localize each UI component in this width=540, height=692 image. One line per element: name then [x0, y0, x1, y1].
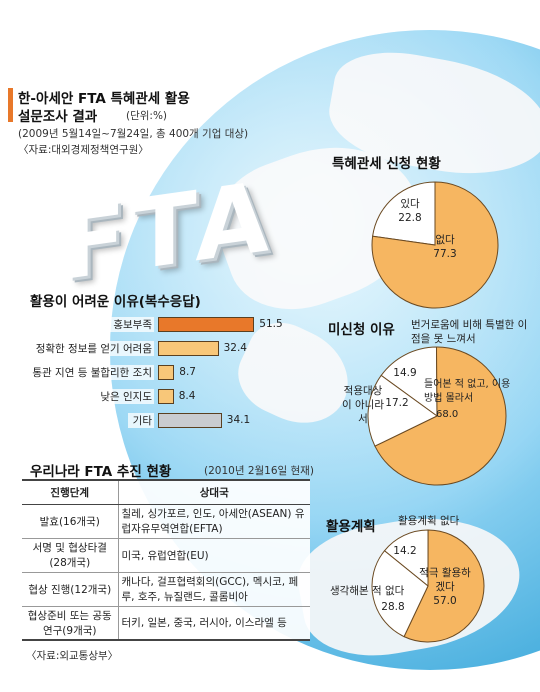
pie2-note-bother-text: 번거로움에 비해 특별한 이점을 못 느껴서 — [411, 319, 528, 345]
bar-category-label: 낮은 인지도 — [100, 391, 152, 403]
pie3-label-noplan: 활용계획 없다 — [398, 515, 460, 527]
survey-period: (2009년 5월14일~7월24일, 총 400개 기업 대상) — [18, 128, 249, 140]
pie3-value-noplan: 14.2 — [393, 545, 417, 557]
pie2-title: 미신청 이유 — [328, 322, 395, 338]
bar — [158, 317, 255, 332]
pie-slice — [403, 529, 485, 643]
pie3-label-notconsidered: 생각해본 적 없다 — [330, 585, 405, 597]
pie-slice — [383, 529, 429, 588]
bar — [158, 413, 222, 428]
table-cell-stage: 협상 진행(12개국) — [22, 572, 119, 607]
pie3-label-active: 적극 활용하겠다 57.0 — [416, 566, 474, 608]
bar — [158, 389, 174, 404]
table-cell-stage: 서명 및 협상타결 (28개국) — [22, 538, 119, 573]
table-cell-partners: 터키, 일본, 중국, 러시아, 이스라엘 등 — [118, 606, 310, 641]
pie1-yes-value: 22.8 — [398, 212, 422, 224]
bar-value-label: 8.4 — [178, 390, 196, 402]
page-title-line2: 설문조사 결과 — [18, 109, 98, 125]
pie2-label-notapplicable: 적용대상이 아니라서 — [340, 384, 386, 426]
pie1-title: 특혜관세 신청 현황 — [332, 156, 441, 172]
table-header-stage: 진행단계 — [22, 479, 119, 505]
bar-category-bg — [86, 389, 154, 404]
pie2-label-notapplicable-text: 적용대상이 아니라서 — [342, 385, 384, 425]
bar-value-label: 51.5 — [259, 318, 283, 330]
pie2-label-unknown-text: 들어본 적 없고, 이용방법 몰라서 — [424, 379, 511, 404]
pie3-chart — [371, 529, 485, 643]
table-cell-partners: 캐나다, 걸프협력회의(GCC), 멕시코, 페루, 호주, 뉴질랜드, 콜롬비… — [118, 572, 310, 607]
table-cell-partners: 미국, 유럽연합(EU) — [118, 538, 310, 573]
table-header-partners: 상대국 — [118, 479, 310, 505]
bar-category-label: 기타 — [132, 415, 152, 427]
pie-slice — [371, 550, 429, 638]
pie-slice — [367, 374, 438, 447]
table-row: 협상준비 또는 공동연구(9개국) 터키, 일본, 중국, 러시아, 이스라엘 … — [22, 606, 310, 641]
bar-category-bg — [127, 413, 154, 428]
pie1-no-value: 77.3 — [433, 248, 457, 260]
table-row: 발효(16개국) 칠레, 싱가포르, 인도, 아세안(ASEAN) 유럽자유무역… — [22, 504, 310, 539]
header-source: 〈자료:대외경제정책연구원〉 — [18, 144, 149, 156]
pie2-note-bother: 번거로움에 비해 특별한 이점을 못 느껴서 — [411, 318, 536, 346]
table-source: 〈자료:외교통상부〉 — [26, 650, 119, 662]
bar-category-label: 통관 지연 등 불합리한 조치 — [32, 367, 152, 379]
bar-value-label: 34.1 — [226, 414, 251, 426]
pie3-title: 활용계획 — [326, 519, 376, 535]
bar-category-bg — [5, 341, 154, 356]
bar-value-label: 32.4 — [223, 342, 247, 354]
pie2-value-bother: 14.9 — [393, 367, 417, 379]
title-accent-bar — [8, 88, 13, 122]
bar-value-label: 8.7 — [179, 366, 196, 378]
table-row: 서명 및 협상타결 (28개국) 미국, 유럽연합(EU) — [22, 538, 310, 573]
table-cell-stage: 협상준비 또는 공동연구(9개국) — [22, 606, 119, 641]
pie1-no-text: 없다 — [435, 234, 455, 246]
table-row: 협상 진행(12개국) 캐나다, 걸프협력회의(GCC), 멕시코, 페루, 호… — [22, 572, 310, 607]
table-cell-partners: 칠레, 싱가포르, 인도, 아세안(ASEAN) 유럽자유무역연합(EFTA) — [118, 504, 310, 539]
fta-status-title: 우리나라 FTA 추진 현황 — [30, 464, 172, 480]
pie1-label-yes: 있다 22.8 — [390, 197, 430, 225]
pie-slice — [380, 346, 438, 417]
pie3-label-active-text: 적극 활용하겠다 — [419, 567, 471, 593]
pie3-value-notconsidered: 28.8 — [381, 601, 405, 613]
pie1-yes-text: 있다 — [400, 198, 420, 210]
fta-status-table: 진행단계 상대국 발효(16개국) 칠레, 싱가포르, 인도, 아세안(ASEA… — [22, 479, 310, 641]
pie2-value-unknown: 68.0 — [436, 409, 459, 420]
pie-slice — [372, 181, 436, 246]
bar-chart-title: 활용이 어려운 이유(복수응답) — [30, 294, 201, 310]
bar — [158, 341, 219, 356]
bar-category-label: 홍보부족 — [113, 319, 152, 331]
fta-status-date: (2010년 2월16일 현재) — [204, 465, 314, 477]
pie1-label-no: 없다 77.3 — [425, 233, 465, 261]
bar-category-bg — [107, 317, 154, 332]
pie2-chart — [367, 346, 507, 486]
pie2-label-unknown: 들어본 적 없고, 이용방법 몰라서 68.0 — [424, 378, 519, 422]
pie3-value-active: 57.0 — [433, 595, 457, 607]
bar — [158, 365, 175, 380]
bar-category-label: 정확한 정보를 얻기 어려움 — [35, 343, 152, 355]
bar-category-bg — [0, 365, 154, 380]
pie1-chart — [371, 181, 499, 309]
unit-label: (단위:%) — [126, 110, 168, 122]
page-title-line1: 한-아세안 FTA 특혜관세 활용 — [18, 91, 190, 107]
pie-slice — [374, 346, 507, 486]
pie-slice — [371, 181, 499, 309]
table-cell-stage: 발효(16개국) — [22, 504, 119, 539]
pie2-value-notapplicable: 17.2 — [385, 397, 409, 409]
